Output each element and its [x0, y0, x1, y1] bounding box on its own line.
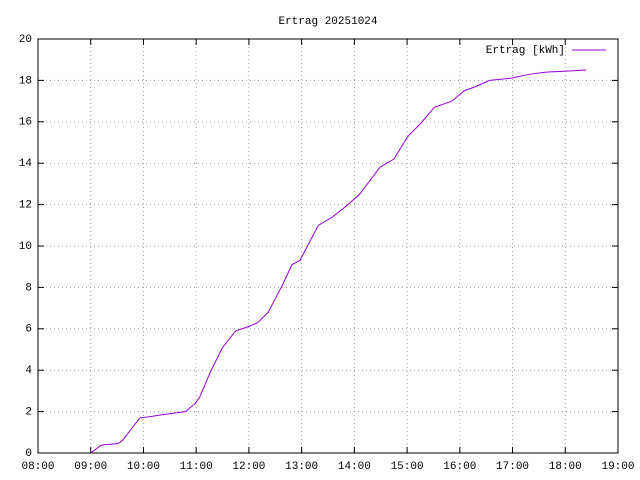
x-tick-label: 08:00	[21, 461, 54, 473]
x-tick-label: 09:00	[74, 461, 107, 473]
x-tick-label: 12:00	[232, 461, 265, 473]
legend-label: Ertrag [kWh]	[486, 45, 565, 57]
y-tick-label: 10	[19, 241, 32, 253]
x-tick-label: 10:00	[127, 461, 160, 473]
data-line	[90, 69, 587, 454]
y-tick-label: 14	[19, 158, 33, 170]
chart-title: Ertrag 20251024	[278, 16, 377, 28]
y-tick-label: 6	[25, 324, 32, 336]
y-tick-label: 2	[25, 407, 32, 419]
x-tick-label: 15:00	[391, 461, 424, 473]
x-tick-label: 13:00	[285, 461, 318, 473]
y-tick-label: 16	[19, 117, 32, 129]
y-tick-label: 20	[19, 34, 32, 46]
y-tick-label: 4	[25, 365, 32, 377]
x-tick-label: 16:00	[443, 461, 476, 473]
y-tick-label: 8	[25, 282, 32, 294]
plot-border	[37, 38, 619, 454]
x-tick-label: 17:00	[496, 461, 529, 473]
x-tick-label: 18:00	[549, 461, 582, 473]
y-tick-label: 0	[25, 448, 32, 460]
x-tick-label: 14:00	[338, 461, 371, 473]
y-tick-label: 18	[19, 75, 32, 87]
x-tick-label: 11:00	[180, 461, 213, 473]
y-tick-label: 12	[19, 200, 32, 212]
x-tick-label: 19:00	[601, 461, 634, 473]
